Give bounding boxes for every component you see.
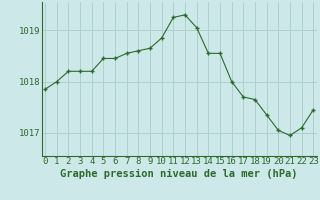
X-axis label: Graphe pression niveau de la mer (hPa): Graphe pression niveau de la mer (hPa)	[60, 168, 298, 179]
